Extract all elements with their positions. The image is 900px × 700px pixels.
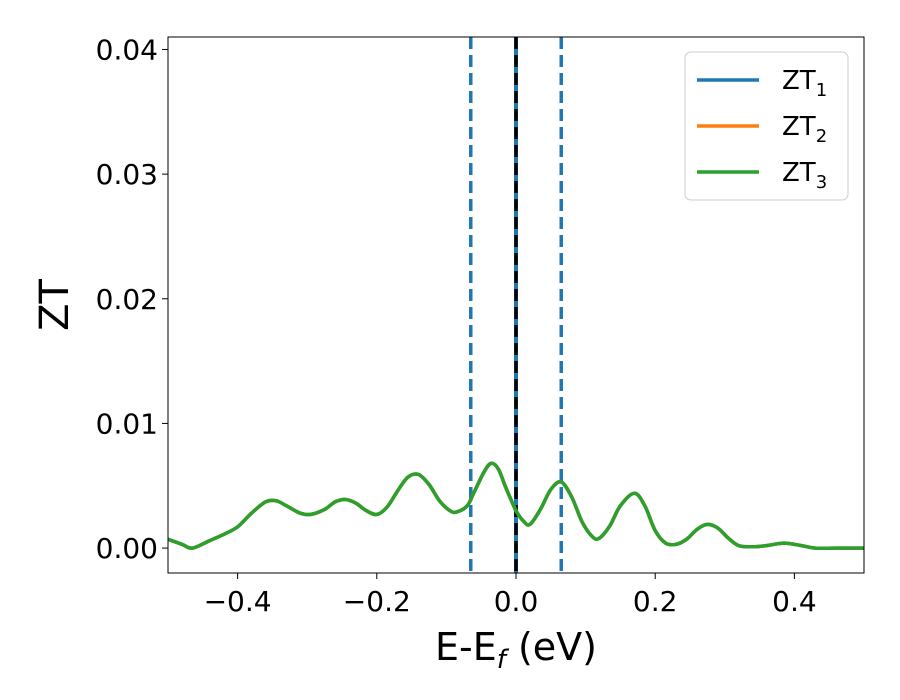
- y-tick-label: 0.00: [96, 532, 158, 565]
- vertical-lines: [469, 37, 563, 573]
- curves: [168, 461, 864, 551]
- x-axis-label: E-Ef (eV): [435, 625, 597, 675]
- y-axis-label: ZT: [32, 279, 78, 331]
- y-tick-label: 0.01: [96, 407, 158, 440]
- x-axis-label-unit: (eV): [506, 625, 597, 669]
- x-tick-label: 0.4: [772, 585, 817, 618]
- x-axis-ticks: −0.4 −0.2 0.0 0.2 0.4: [204, 573, 817, 618]
- legend-label-3: ZT3: [782, 158, 827, 193]
- y-axis-ticks: 0.00 0.01 0.02 0.03 0.04: [96, 33, 168, 565]
- x-axis-label-main: E-E: [435, 625, 497, 669]
- x-tick-label: −0.4: [204, 585, 272, 618]
- y-tick-label: 0.03: [96, 158, 158, 191]
- legend-label-2: ZT2: [782, 112, 827, 147]
- x-tick-label: 0.0: [494, 585, 539, 618]
- legend: ZT1 ZT2 ZT3: [684, 51, 849, 201]
- legend-label-1: ZT1: [782, 66, 827, 101]
- legend-frame: [684, 51, 849, 201]
- y-tick-label: 0.04: [96, 33, 158, 66]
- x-tick-label: 0.2: [633, 585, 678, 618]
- y-tick-label: 0.02: [96, 283, 158, 316]
- x-tick-label: −0.2: [343, 585, 411, 618]
- series-line-3: [168, 461, 864, 551]
